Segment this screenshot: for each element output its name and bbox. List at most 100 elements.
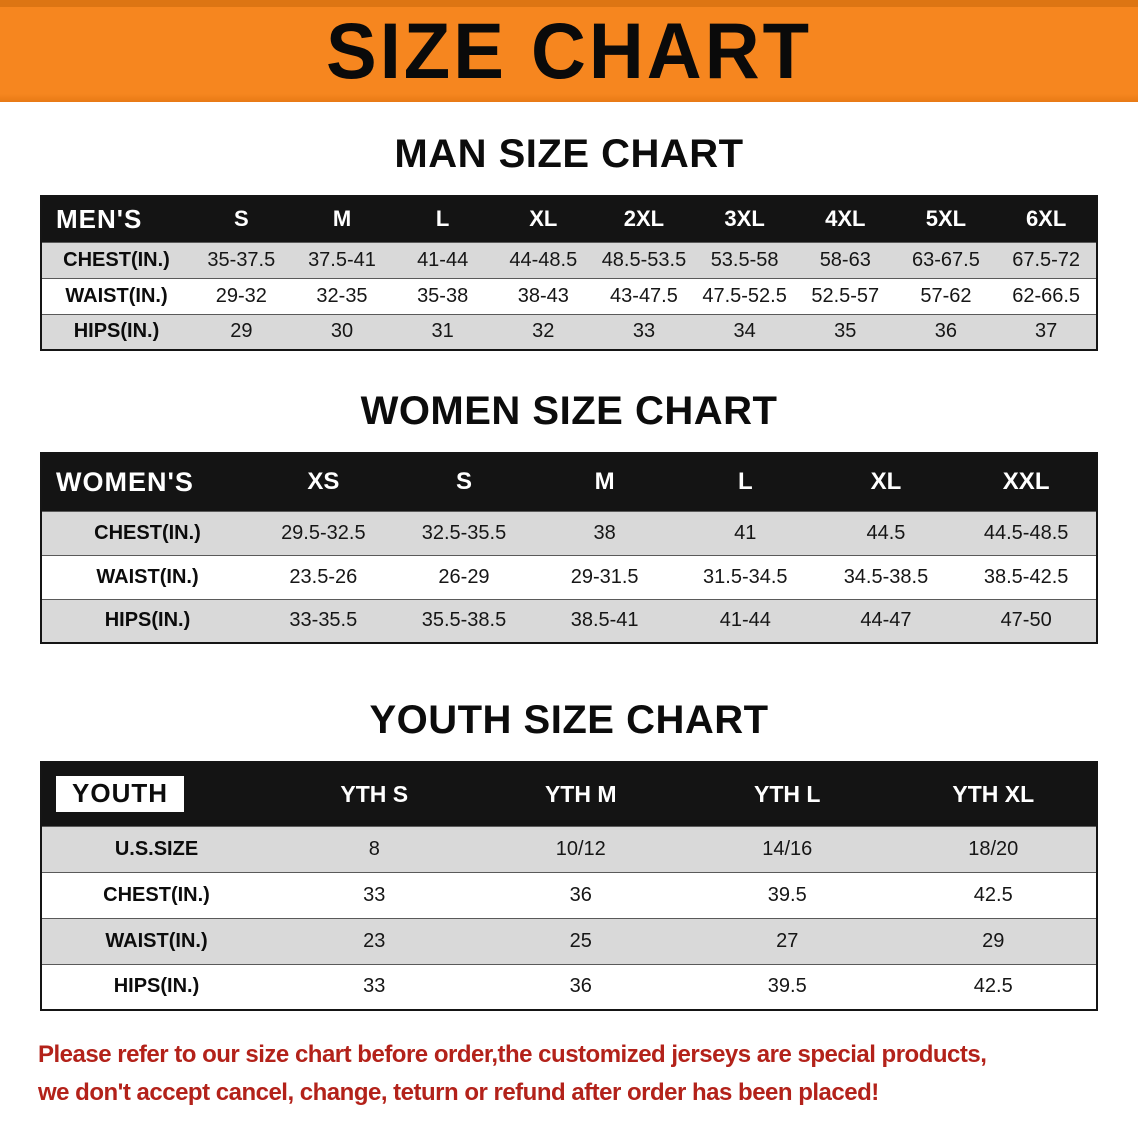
size-value-cell: 52.5-57 bbox=[811, 284, 880, 307]
size-value-cell: 33 bbox=[632, 320, 656, 343]
size-value-cell: 67.5-72 bbox=[1012, 248, 1081, 271]
row-label: CHEST(IN.) bbox=[63, 248, 170, 271]
size-value-cell: 36 bbox=[569, 975, 592, 998]
column-header: M bbox=[534, 453, 675, 511]
size-value-cell: 41-44 bbox=[417, 248, 469, 271]
row-label: CHEST(IN.) bbox=[103, 883, 210, 906]
size-value-cell: 29 bbox=[982, 929, 1005, 952]
table-row: HIPS(IN.) 33-35.5 35.5-38.5 38.5-41 41-44 44-… bbox=[41, 599, 1097, 643]
size-value-cell: 62-66.5 bbox=[1012, 284, 1081, 307]
column-header: M bbox=[291, 196, 393, 242]
column-header: YTH XL bbox=[890, 762, 1097, 826]
size-value-cell: 26-29 bbox=[438, 565, 490, 588]
size-value-cell: 34.5-38.5 bbox=[843, 565, 929, 588]
size-value-cell: 47-50 bbox=[1000, 609, 1052, 632]
men-section: MAN SIZE CHART MEN'S S M L XL 2XL 3XL 4XL 5XL 6XL… bbox=[0, 132, 1138, 351]
disclaimer: Please refer to our size chart before or… bbox=[38, 1041, 1100, 1107]
women-section-heading: WOMEN SIZE CHART bbox=[360, 389, 778, 433]
table-row: CHEST(IN.) 33 36 39.5 42.5 bbox=[41, 872, 1097, 918]
size-value-cell: 35 bbox=[834, 320, 857, 343]
column-header: XL bbox=[492, 196, 594, 242]
content: MAN SIZE CHART MEN'S S M L XL 2XL 3XL 4XL 5XL 6XL… bbox=[0, 132, 1138, 1011]
size-value-cell: 35-38 bbox=[417, 284, 469, 307]
size-value-cell: 43-47.5 bbox=[610, 284, 678, 307]
size-value-cell: 23 bbox=[363, 929, 386, 952]
size-value-cell: 58-63 bbox=[819, 248, 871, 271]
table-corner-label: WOMEN'S bbox=[41, 453, 253, 511]
size-value-cell: 44-48.5 bbox=[509, 248, 578, 271]
size-value-cell: 38-43 bbox=[517, 284, 569, 307]
size-value-cell: 38.5-41 bbox=[570, 609, 639, 632]
column-header: XS bbox=[253, 453, 394, 511]
size-value-cell: 31.5-34.5 bbox=[703, 565, 788, 588]
size-value-cell: 53.5-58 bbox=[710, 248, 779, 271]
table-row: WAIST(IN.) 23.5-26 26-29 29-31.5 31.5-34.5 34… bbox=[41, 555, 1097, 599]
row-label: HIPS(IN.) bbox=[73, 320, 160, 343]
size-value-cell: 36 bbox=[934, 320, 958, 343]
table-row: U.S.SIZE 8 10/12 14/16 18/20 bbox=[41, 826, 1097, 872]
size-value-cell: 34 bbox=[733, 320, 756, 343]
table-corner-label-text: WOMEN'S bbox=[56, 466, 194, 497]
size-value-cell: 42.5 bbox=[973, 975, 1013, 998]
size-value-cell: 29 bbox=[230, 320, 253, 343]
size-value-cell: 41-44 bbox=[719, 609, 771, 632]
table-corner-label: MEN'S bbox=[41, 196, 191, 242]
table-row: HIPS(IN.) 33 36 39.5 42.5 bbox=[41, 964, 1097, 1010]
banner: SIZE CHART bbox=[0, 0, 1138, 102]
size-value-cell: 14/16 bbox=[762, 837, 813, 860]
column-header: 4XL bbox=[794, 196, 896, 242]
men-section-heading: MAN SIZE CHART bbox=[394, 132, 744, 176]
size-value-cell: 29-32 bbox=[215, 284, 267, 307]
size-value-cell: 57-62 bbox=[920, 284, 972, 307]
size-value-cell: 32-35 bbox=[316, 284, 368, 307]
size-value-cell: 42.5 bbox=[973, 883, 1013, 906]
size-value-cell: 32.5-35.5 bbox=[421, 521, 507, 544]
size-value-cell: 23.5-26 bbox=[289, 565, 358, 588]
row-label: HIPS(IN.) bbox=[113, 975, 200, 998]
column-header: YTH L bbox=[684, 762, 891, 826]
table-row: WAIST(IN.) 29-32 32-35 35-38 38-43 43-47.5 47.… bbox=[41, 278, 1097, 314]
size-value-cell: 37.5-41 bbox=[308, 248, 376, 271]
size-value-cell: 39.5 bbox=[767, 883, 807, 906]
size-value-cell: 44.5-48.5 bbox=[983, 521, 1069, 544]
size-value-cell: 33 bbox=[363, 883, 386, 906]
column-header: S bbox=[191, 196, 292, 242]
column-header: XXL bbox=[956, 453, 1097, 511]
disclaimer-line-2: we don't accept cancel, change, teturn o… bbox=[38, 1079, 879, 1106]
size-value-cell: 48.5-53.5 bbox=[601, 248, 687, 271]
size-value-cell: 32 bbox=[532, 320, 555, 343]
column-header: L bbox=[674, 453, 816, 511]
women-section: WOMEN SIZE CHART WOMEN'S XS S M L XL XXL CHEST(… bbox=[0, 389, 1138, 644]
youth-section: YOUTH SIZE CHART YOUTH YTH S YTH M YTH L YTH… bbox=[0, 698, 1138, 1011]
table-row: WAIST(IN.) 23 25 27 29 bbox=[41, 918, 1097, 964]
size-value-cell: 33-35.5 bbox=[289, 609, 358, 632]
size-value-cell: 41 bbox=[734, 521, 757, 544]
table-row: CHEST(IN.) 35-37.5 37.5-41 41-44 44-48.5 48.5… bbox=[41, 242, 1097, 278]
page-title: SIZE CHART bbox=[326, 6, 812, 96]
size-value-cell: 47.5-52.5 bbox=[702, 284, 787, 307]
row-label: U.S.SIZE bbox=[114, 837, 199, 860]
size-value-cell: 44.5 bbox=[866, 521, 906, 544]
size-value-cell: 38 bbox=[593, 521, 616, 544]
size-value-cell: 44-47 bbox=[860, 609, 912, 632]
row-label: WAIST(IN.) bbox=[96, 565, 199, 588]
youth-section-heading: YOUTH SIZE CHART bbox=[369, 698, 769, 742]
table-header-row: WOMEN'S XS S M L XL XXL bbox=[41, 453, 1097, 511]
table-corner-label-text: MEN'S bbox=[56, 203, 143, 234]
size-value-cell: 37 bbox=[1035, 320, 1058, 343]
row-label: WAIST(IN.) bbox=[105, 929, 208, 952]
size-value-cell: 63-67.5 bbox=[912, 248, 980, 271]
size-value-cell: 25 bbox=[569, 929, 592, 952]
row-label: HIPS(IN.) bbox=[104, 609, 191, 632]
table-corner-label: YOUTH bbox=[41, 762, 271, 826]
table-corner-label-text: YOUTH bbox=[56, 776, 184, 813]
size-value-cell: 30 bbox=[330, 320, 354, 343]
column-header: L bbox=[392, 196, 493, 242]
size-value-cell: 36 bbox=[569, 883, 592, 906]
row-label: WAIST(IN.) bbox=[65, 284, 168, 307]
size-value-cell: 33 bbox=[363, 975, 386, 998]
women-size-table: WOMEN'S XS S M L XL XXL CHEST(IN.) 29.5-32.5 32.5… bbox=[40, 452, 1098, 644]
disclaimer-line-1: Please refer to our size chart before or… bbox=[38, 1041, 987, 1068]
men-size-table: MEN'S S M L XL 2XL 3XL 4XL 5XL 6XL CHEST(IN.) 35-37… bbox=[40, 195, 1098, 351]
